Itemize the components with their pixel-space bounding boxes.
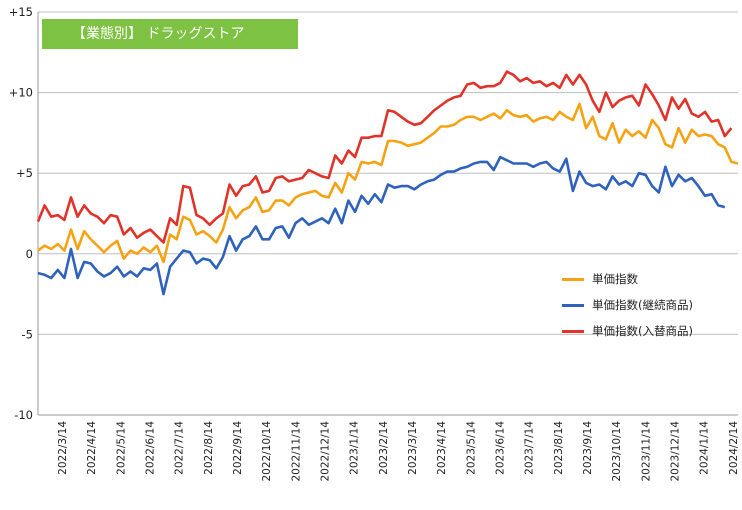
y-tick-label: -5 bbox=[22, 327, 33, 341]
series-lines bbox=[36, 70, 739, 296]
legend-label: 単価指数(入替商品) bbox=[592, 324, 693, 338]
y-tick-label: +5 bbox=[16, 166, 33, 180]
x-tick-label: 2022/9/14 bbox=[232, 421, 244, 475]
x-axis-ticks: 2022/3/14 2022/4/14 2022/5/14 2022/6/14 2022… bbox=[57, 421, 740, 482]
x-tick-label: 2023/9/14 bbox=[582, 421, 594, 475]
y-tick-label: 0 bbox=[26, 247, 33, 261]
chart-title-badge: 【業態別】 ドラッグストア bbox=[42, 19, 298, 49]
x-tick-label: 2022/12/14 bbox=[320, 421, 332, 482]
chart-title: 【業態別】 ドラッグストア bbox=[72, 26, 245, 42]
x-tick-label: 2023/5/14 bbox=[465, 421, 477, 475]
y-axis-ticks: +15 +10 +5 0 -5 -10 bbox=[9, 5, 33, 422]
x-tick-label: 2023/10/14 bbox=[611, 421, 623, 482]
legend-label: 単価指数(継続商品) bbox=[592, 298, 693, 312]
x-tick-label: 2023/12/14 bbox=[670, 421, 682, 482]
y-tick-label: +15 bbox=[9, 5, 33, 19]
legend-label: 単価指数 bbox=[592, 272, 638, 286]
x-tick-label: 2024/2/14 bbox=[728, 421, 740, 475]
series-line-replacement bbox=[36, 70, 733, 244]
x-tick-label: 2024/1/14 bbox=[699, 421, 711, 475]
x-tick-label: 2023/6/14 bbox=[495, 421, 507, 475]
x-tick-label: 2023/11/14 bbox=[640, 421, 652, 482]
x-tick-label: 2023/1/14 bbox=[349, 421, 361, 475]
y-tick-label: -10 bbox=[14, 408, 33, 422]
x-tick-label: 2022/4/14 bbox=[86, 421, 98, 475]
x-tick-label: 2022/10/14 bbox=[261, 421, 273, 482]
x-tick-label: 2022/8/14 bbox=[203, 421, 215, 475]
x-tick-label: 2022/5/14 bbox=[115, 421, 127, 475]
legend-swatch-continuing bbox=[562, 304, 584, 307]
x-tick-label: 2023/2/14 bbox=[378, 421, 390, 475]
series-line-unit_price bbox=[37, 102, 739, 264]
gridlines bbox=[37, 11, 738, 416]
x-tick-label: 2022/6/14 bbox=[145, 421, 157, 475]
x-tick-label: 2022/11/14 bbox=[290, 421, 302, 482]
legend-swatch-replacement bbox=[562, 330, 584, 333]
x-tick-label: 2023/7/14 bbox=[524, 421, 536, 475]
x-tick-label: 2022/7/14 bbox=[174, 421, 186, 475]
y-tick-label: +10 bbox=[9, 86, 33, 100]
x-tick-label: 2022/3/14 bbox=[57, 421, 69, 475]
x-tick-label: 2023/3/14 bbox=[407, 421, 419, 475]
x-tick-label: 2023/4/14 bbox=[436, 421, 448, 475]
x-tick-label: 2023/8/14 bbox=[553, 421, 565, 475]
legend-swatch-unit-price bbox=[562, 278, 584, 281]
series-line-continuing bbox=[37, 155, 726, 296]
